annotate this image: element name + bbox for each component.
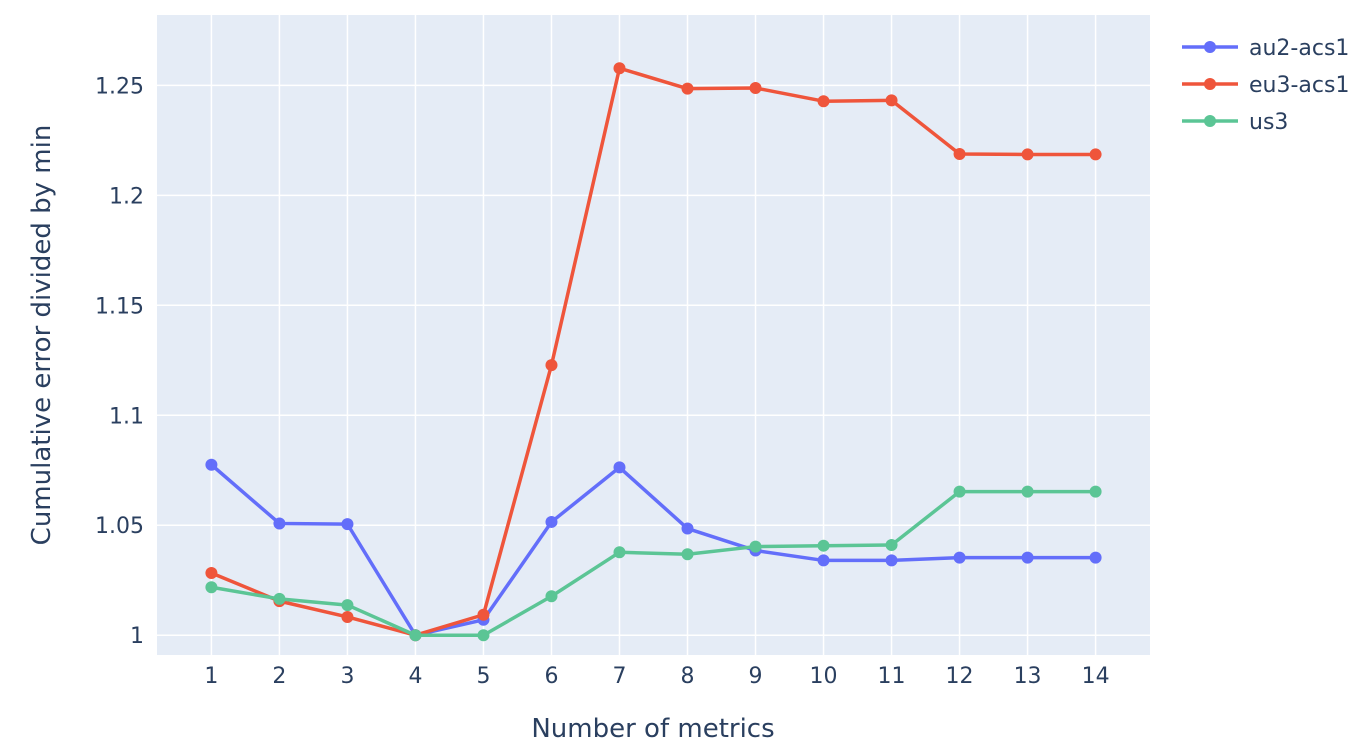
x-tick-label: 3 <box>340 664 354 689</box>
data-point[interactable] <box>681 522 694 535</box>
y-axis-ticks: 1 1.05 1.1 1.15 1.2 1.25 <box>95 74 144 649</box>
legend-swatch-marker <box>1204 41 1216 53</box>
data-point[interactable] <box>885 94 898 107</box>
x-tick-label: 5 <box>476 664 490 689</box>
data-point[interactable] <box>817 539 830 552</box>
series-line[interactable] <box>210 463 1096 637</box>
x-tick-label: 7 <box>612 664 626 689</box>
x-tick-label: 10 <box>810 664 838 689</box>
data-point[interactable] <box>1089 485 1102 498</box>
y-tick-label: 1.25 <box>95 74 144 99</box>
series-layer <box>205 62 1102 642</box>
x-tick-label: 14 <box>1082 664 1110 689</box>
y-tick-label: 1.05 <box>95 514 144 539</box>
data-point[interactable] <box>545 359 558 372</box>
data-point[interactable] <box>1021 485 1034 498</box>
data-point[interactable] <box>273 517 286 530</box>
data-point[interactable] <box>205 458 218 471</box>
x-tick-label: 1 <box>204 664 218 689</box>
data-point[interactable] <box>953 485 966 498</box>
legend[interactable]: au2-acs1 eu3-acs1 us3 <box>1182 36 1349 135</box>
data-point[interactable] <box>613 62 626 75</box>
data-point[interactable] <box>545 590 558 603</box>
x-tick-label: 6 <box>544 664 558 689</box>
legend-item[interactable]: us3 <box>1182 110 1288 135</box>
data-point[interactable] <box>1021 551 1034 564</box>
legend-label: us3 <box>1249 110 1288 135</box>
x-axis-ticks: 1 2 3 4 5 6 7 8 9 10 11 12 13 14 <box>204 664 1109 689</box>
data-point[interactable] <box>953 551 966 564</box>
x-axis-title: Number of metrics <box>531 714 774 744</box>
y-tick-label: 1.15 <box>95 294 144 319</box>
data-point[interactable] <box>681 82 694 95</box>
y-tick-label: 1.1 <box>109 404 144 429</box>
x-tick-label: 4 <box>408 664 422 689</box>
legend-item[interactable]: eu3-acs1 <box>1182 73 1349 98</box>
data-point[interactable] <box>477 608 490 621</box>
data-point[interactable] <box>409 629 422 642</box>
data-point[interactable] <box>1089 148 1102 161</box>
x-tick-label: 9 <box>749 664 763 689</box>
data-point[interactable] <box>681 548 694 561</box>
data-point[interactable] <box>341 518 354 531</box>
series-us3[interactable] <box>205 485 1102 642</box>
data-point[interactable] <box>613 461 626 474</box>
legend-swatch-marker <box>1204 78 1216 90</box>
data-point[interactable] <box>341 610 354 623</box>
series-line[interactable] <box>211 489 1096 637</box>
x-tick-label: 13 <box>1014 664 1042 689</box>
data-point[interactable] <box>749 82 762 95</box>
x-tick-label: 2 <box>272 664 286 689</box>
legend-label: eu3-acs1 <box>1249 73 1349 98</box>
data-point[interactable] <box>477 629 490 642</box>
y-axis-title: Cumulative error divided by min <box>27 125 57 546</box>
data-point[interactable] <box>885 539 898 552</box>
data-point[interactable] <box>749 540 762 553</box>
data-point[interactable] <box>817 95 830 108</box>
data-point[interactable] <box>885 554 898 567</box>
x-tick-label: 8 <box>681 664 695 689</box>
data-point[interactable] <box>1089 551 1102 564</box>
series-line[interactable] <box>210 66 1096 637</box>
x-tick-label: 12 <box>946 664 974 689</box>
y-tick-label: 1.2 <box>109 184 144 209</box>
data-point[interactable] <box>953 147 966 160</box>
data-point[interactable] <box>205 581 218 594</box>
legend-swatch-marker <box>1204 115 1216 127</box>
x-gridlines <box>210 15 1097 655</box>
legend-label: au2-acs1 <box>1249 36 1349 61</box>
data-point[interactable] <box>817 554 830 567</box>
x-tick-label: 11 <box>878 664 906 689</box>
y-tick-label: 1 <box>130 624 144 649</box>
data-point[interactable] <box>273 592 286 605</box>
data-point[interactable] <box>1021 148 1034 161</box>
plot-background <box>157 15 1150 655</box>
data-point[interactable] <box>205 566 218 579</box>
legend-item[interactable]: au2-acs1 <box>1182 36 1349 61</box>
data-point[interactable] <box>341 599 354 612</box>
data-point[interactable] <box>545 515 558 528</box>
data-point[interactable] <box>613 546 626 559</box>
